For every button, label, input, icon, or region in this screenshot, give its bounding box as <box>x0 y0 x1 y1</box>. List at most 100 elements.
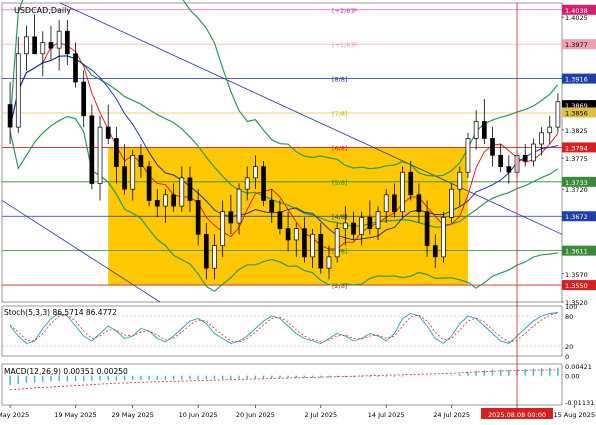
candle-body <box>15 53 21 128</box>
candle-body <box>318 233 324 269</box>
candle-body <box>64 30 70 55</box>
price-tick-label: 1.4025 <box>565 14 588 22</box>
candle-body <box>490 138 495 156</box>
candle-body <box>481 121 487 139</box>
stochastic-tick-label: 20 <box>565 343 573 351</box>
price-frame <box>1 2 563 303</box>
stochastic-title: Stoch(5,3,3) 86.5714 86.4772 <box>4 308 117 317</box>
candle-body <box>465 138 471 173</box>
price-panel: [+2/8]P [+1/8]P [8/8] [7/8] [6/8] [5/8] [4/8] [… <box>1 0 596 307</box>
trend-line-upper <box>59 2 563 235</box>
candle-body <box>310 233 315 258</box>
candle-body <box>457 171 463 190</box>
price-highlight-label: 1.3977 <box>565 41 588 49</box>
candle-body <box>146 166 152 201</box>
candle-body <box>441 217 446 258</box>
candle-body <box>424 211 430 246</box>
time-tick-label: 29 May 2025 <box>112 411 154 419</box>
candle-body <box>171 194 176 207</box>
macd-tick-label: -0.01131 <box>565 399 594 407</box>
candle-body <box>187 177 193 201</box>
time-tick-label: 24 Jul 2025 <box>433 411 470 419</box>
candle-body <box>261 166 266 201</box>
time-tick-label: 7 May 2025 <box>0 411 29 419</box>
stochastic-tick-label: 0 <box>565 353 569 361</box>
price-highlight <box>562 39 596 50</box>
candle-body <box>163 194 168 207</box>
macd-panel: 0.00421 0.00 -0.01131 <box>1 363 594 407</box>
murrey-level-label: [+1/8]P <box>332 41 357 49</box>
candle-body <box>154 200 160 207</box>
candle-body <box>408 171 414 196</box>
murrey-level-label: [8/8] <box>332 76 348 84</box>
price-highlight <box>562 176 596 187</box>
candle-body <box>220 211 226 246</box>
candle-body <box>24 36 29 55</box>
time-highlight <box>481 408 554 419</box>
stochastic-tick-label: 100 <box>565 303 577 311</box>
candle-body <box>269 200 275 213</box>
price-highlight-label: 1.3733 <box>565 179 588 187</box>
candle-body <box>302 228 307 258</box>
candle-body <box>359 217 365 235</box>
price-tick-label: 1.3720 <box>565 186 588 194</box>
candle-body <box>81 81 87 117</box>
price-highlight <box>562 245 596 256</box>
price-highlight <box>562 100 596 111</box>
candle-body <box>449 188 454 218</box>
murrey-level-label: [+2/8]P <box>332 7 357 15</box>
price-highlight <box>562 280 596 291</box>
candle-body <box>555 101 561 128</box>
candle-body <box>179 177 185 207</box>
price-tick-label: 1.3775 <box>565 155 588 163</box>
candle-body <box>400 171 405 213</box>
trend-line-lower <box>1 200 161 303</box>
price-highlight-label: 1.3611 <box>565 248 588 256</box>
murrey-level-label: [7/8] <box>332 110 348 118</box>
price-highlight <box>562 142 596 153</box>
candle-body <box>326 256 332 269</box>
candle-body <box>40 42 46 55</box>
murrey-level-label: [2/8] <box>332 282 348 290</box>
price-highlight-label: 1.3794 <box>565 144 588 152</box>
candle-body <box>392 194 397 213</box>
time-tick-label: 14 Jul 2025 <box>368 411 405 419</box>
candle-body <box>73 53 78 83</box>
candle-body <box>32 36 37 55</box>
candle-body <box>277 211 283 230</box>
time-tick-label: 10 Jun 2025 <box>179 411 218 419</box>
candle-body <box>228 211 234 224</box>
price-tick-label: 1.3520 <box>565 299 588 307</box>
candle-body <box>416 194 422 213</box>
time-tick-label: 15 Aug 2025 <box>553 411 595 419</box>
stochastic-signal-line <box>9 312 558 343</box>
candle-body <box>522 154 528 162</box>
murrey-level-label: [3/8] <box>332 248 348 256</box>
macd-frame <box>1 363 563 406</box>
price-highlight <box>562 107 596 118</box>
candle-body <box>473 121 479 139</box>
candle-body <box>342 222 348 230</box>
candle-body <box>105 126 111 139</box>
candle-body <box>7 104 13 128</box>
candle-body <box>56 30 62 49</box>
time-tick-label: 2025.08.08 00:00 <box>488 411 546 419</box>
candle-body <box>293 228 299 241</box>
candle-body <box>285 228 291 241</box>
macd-signal-line <box>10 369 558 391</box>
stochastic-frame <box>1 305 563 357</box>
candle-body <box>89 115 95 184</box>
price-highlight-label: 1.4038 <box>565 7 588 15</box>
murrey-level-label: [4/8] <box>332 213 348 221</box>
price-highlight-label: 1.3856 <box>565 109 588 117</box>
price-tick-label: 1.3570 <box>565 271 588 279</box>
symbol-label: USDCAD,Daily <box>14 6 71 15</box>
candle-body <box>97 126 103 184</box>
candle-body <box>203 233 209 269</box>
candle-body <box>383 194 389 213</box>
stochastic-main-line <box>9 312 558 345</box>
macd-tick-label: 0.00421 <box>565 363 592 371</box>
candle-body <box>432 245 438 258</box>
time-tick-label: 20 Jun 2025 <box>236 411 275 419</box>
candle-body <box>212 245 217 269</box>
